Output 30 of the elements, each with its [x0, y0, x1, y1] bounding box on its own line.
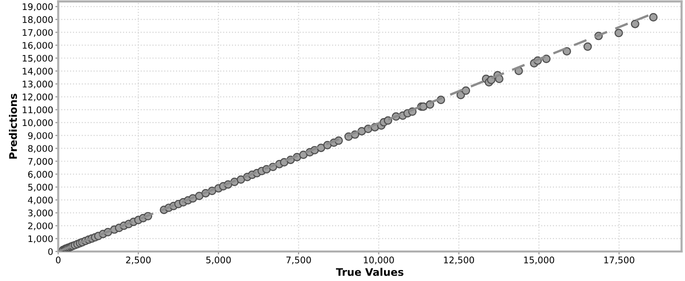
- y-tick-label: 15,000: [22, 54, 53, 63]
- y-tick-label: 8,000: [28, 145, 53, 153]
- x-tick-label: 5,000: [206, 256, 231, 264]
- y-tick-label: 2,000: [28, 222, 53, 230]
- x-tick-label: 15,000: [524, 256, 554, 264]
- x-tick-label: 7,500: [286, 256, 311, 264]
- x-axis-title: True Values: [336, 268, 404, 276]
- y-tick-label: 3,000: [28, 210, 53, 218]
- y-tick-label: 7,000: [28, 158, 53, 166]
- y-tick-label: 0: [48, 248, 53, 256]
- y-tick-label: 13,000: [22, 80, 53, 88]
- y-tick-label: 5,000: [28, 184, 53, 192]
- y-tick-label: 18,000: [22, 16, 53, 24]
- x-tick-label: 2,500: [126, 256, 151, 264]
- x-tick-label: 10,000: [364, 256, 394, 264]
- y-tick-label: 19,000: [22, 3, 53, 12]
- x-tick-label: 17,500: [604, 256, 634, 264]
- y-tick-label: 1,000: [28, 235, 53, 244]
- y-tick-label: 6,000: [28, 170, 53, 179]
- x-tick-label: 12,500: [444, 256, 474, 264]
- y-tick-label: 16,000: [22, 42, 53, 50]
- y-tick-label: 11,000: [22, 106, 53, 114]
- y-tick-label: 14,000: [22, 68, 53, 76]
- y-tick-label: 4,000: [28, 196, 53, 204]
- y-tick-label: 12,000: [22, 94, 53, 102]
- y-axis-title: Predictions: [8, 94, 17, 159]
- y-tick-label: 9,000: [28, 132, 53, 140]
- y-tick-label: 10,000: [22, 119, 53, 128]
- y-tick-label: 17,000: [22, 29, 53, 37]
- x-tick-label: 0: [56, 256, 60, 264]
